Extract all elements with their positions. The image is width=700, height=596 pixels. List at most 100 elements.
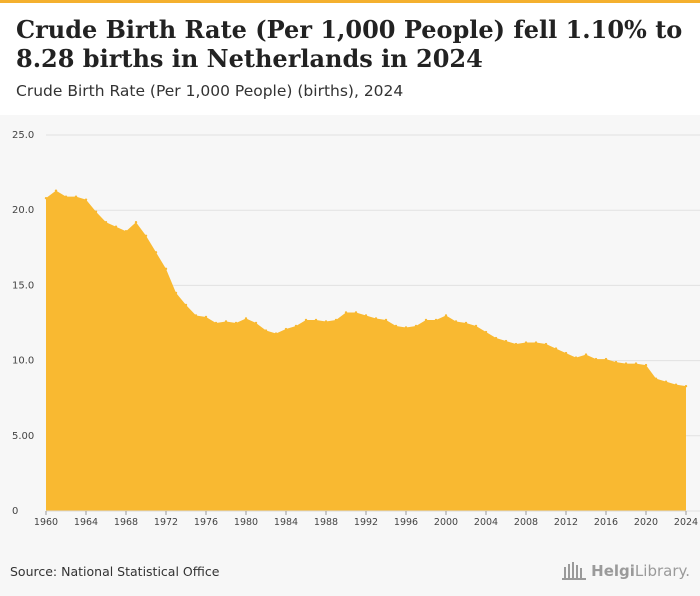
data-point <box>364 314 368 317</box>
data-point <box>324 320 328 323</box>
data-point <box>134 221 138 224</box>
data-point <box>684 384 688 388</box>
brand-name: HelgiLibrary. <box>591 562 690 580</box>
data-point <box>114 225 118 228</box>
x-tick-label: 1976 <box>194 517 218 528</box>
accent-bar <box>0 0 700 3</box>
x-tick-label: 1972 <box>154 517 178 528</box>
data-point <box>204 315 208 319</box>
source-note: Source: National Statistical Office <box>10 564 220 579</box>
chart-header: Crude Birth Rate (Per 1,000 People) fell… <box>0 3 700 115</box>
data-point <box>334 318 338 322</box>
data-point <box>634 362 638 365</box>
x-tick-label: 2016 <box>594 517 618 528</box>
x-tick-label: 1968 <box>114 517 138 528</box>
x-tick-label: 2020 <box>634 517 658 528</box>
x-tick-label: 2012 <box>554 517 578 528</box>
data-point <box>554 347 558 350</box>
data-point <box>224 320 228 323</box>
chart-title: Crude Birth Rate (Per 1,000 People) fell… <box>16 15 683 73</box>
y-tick-label: 0 <box>12 506 18 517</box>
chart-footer: Source: National Statistical Office Helg… <box>0 552 700 596</box>
chart-subtitle: Crude Birth Rate (Per 1,000 People) (bir… <box>16 82 404 100</box>
data-point <box>664 380 668 383</box>
y-tick-label: 20.0 <box>12 205 34 216</box>
x-tick-label: 1984 <box>274 517 298 528</box>
data-point <box>674 383 678 386</box>
data-point <box>564 351 568 355</box>
data-point <box>94 210 98 213</box>
y-tick-label: 25.0 <box>12 130 34 141</box>
data-point <box>574 356 578 359</box>
data-point <box>584 353 588 356</box>
data-point <box>444 314 448 317</box>
x-tick-label: 2008 <box>514 517 538 528</box>
data-point <box>394 324 398 328</box>
data-point <box>504 339 508 343</box>
x-tick-label: 1988 <box>314 517 338 528</box>
data-point <box>174 291 178 295</box>
data-point <box>384 318 388 322</box>
data-point <box>284 327 288 331</box>
brand-name-bold: Helgi <box>591 562 635 580</box>
data-point <box>454 320 458 323</box>
x-tick-label: 1992 <box>354 517 378 528</box>
data-point <box>184 303 188 307</box>
data-point <box>644 363 648 367</box>
data-point <box>544 342 548 346</box>
data-point <box>414 324 418 328</box>
data-point <box>274 332 278 335</box>
plot-area: 0 5.00 10.0 15.0 20.0 25.0 1960 1964 1968 1972 197… <box>0 115 700 552</box>
data-point <box>494 336 498 340</box>
data-point <box>54 189 58 192</box>
data-point <box>244 317 248 320</box>
data-point <box>214 321 218 325</box>
data-point <box>154 251 158 254</box>
data-point <box>304 318 308 322</box>
birth-rate-area-chart: 0 5.00 10.0 15.0 20.0 25.0 1960 1964 1968 1972 197… <box>12 130 700 528</box>
x-tick-label: 2000 <box>434 517 458 528</box>
x-tick-label: 2024 <box>674 517 698 528</box>
data-point <box>44 196 48 200</box>
data-point <box>144 234 148 237</box>
data-point <box>434 318 438 322</box>
data-point <box>354 311 358 314</box>
data-point <box>104 221 108 224</box>
y-tick-label: 10.0 <box>12 356 34 367</box>
library-columns-icon <box>562 562 587 580</box>
data-point <box>124 230 128 233</box>
data-point <box>404 326 408 329</box>
data-point <box>534 341 538 344</box>
data-point <box>74 195 78 198</box>
data-point <box>294 324 298 328</box>
data-point <box>234 321 238 325</box>
data-point <box>84 198 88 201</box>
data-point <box>424 318 428 322</box>
x-tick-label: 1980 <box>234 517 258 528</box>
y-tick-label: 5.00 <box>12 431 34 442</box>
brand-name-regular: Library. <box>634 562 690 580</box>
data-point <box>374 317 378 320</box>
x-tick-label: 2004 <box>474 517 498 528</box>
data-point <box>314 318 318 322</box>
data-point <box>64 195 68 198</box>
data-point <box>524 341 528 344</box>
data-point <box>604 357 608 361</box>
data-point <box>254 321 258 325</box>
x-tick-label: 1996 <box>394 517 418 528</box>
data-point <box>514 342 518 346</box>
x-tick-label: 1964 <box>74 517 98 528</box>
data-point <box>194 314 198 317</box>
data-point <box>484 330 488 334</box>
data-point <box>464 321 468 325</box>
data-point <box>594 357 598 361</box>
brand-logo[interactable]: HelgiLibrary. <box>561 561 690 581</box>
data-point <box>654 377 658 380</box>
data-point <box>624 362 628 365</box>
data-point <box>164 267 168 271</box>
data-point <box>614 360 618 364</box>
data-point <box>474 324 478 328</box>
data-point <box>344 311 348 314</box>
x-tick-label: 1960 <box>34 517 58 528</box>
data-point <box>264 329 268 332</box>
